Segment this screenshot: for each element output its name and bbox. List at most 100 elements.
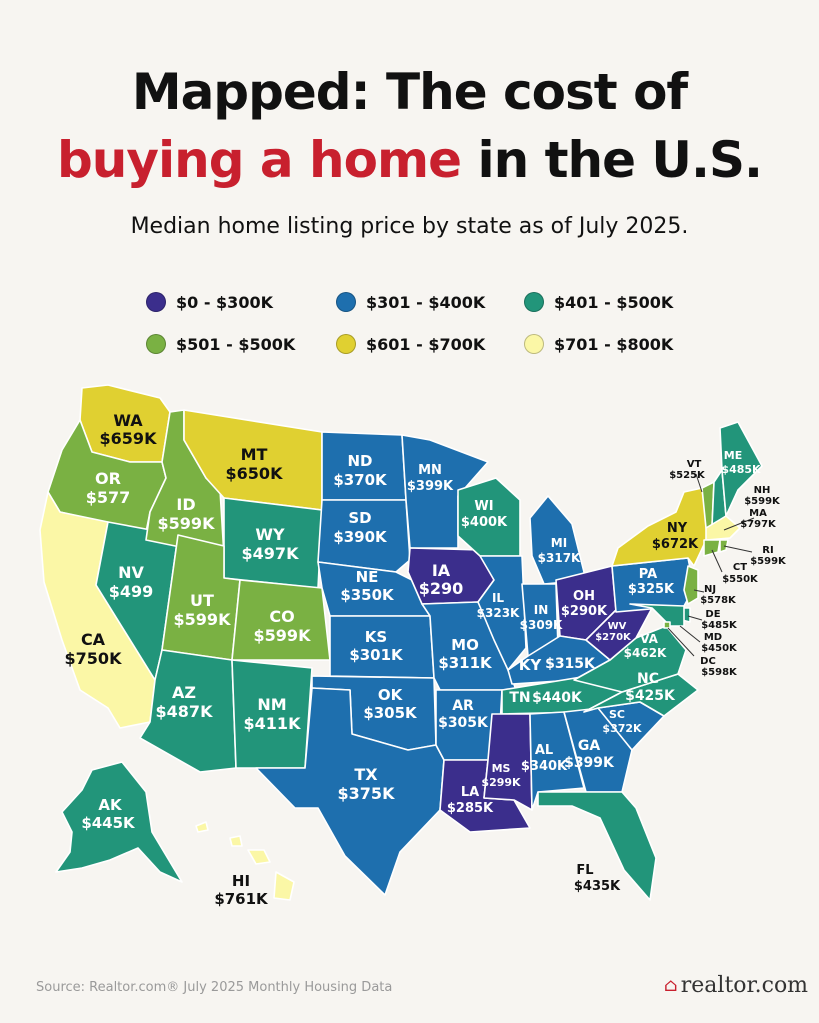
state-FL [537,791,657,901]
label-price: $525K [669,470,706,481]
label-price: $370K [333,471,388,489]
callout-line [723,517,755,531]
label-price: $311K [438,654,493,672]
label-price: $301K [349,646,404,664]
label-abbr: WA [113,411,143,430]
label-abbr: DC [700,656,716,667]
label-price: $485K [721,463,761,476]
legend-label: $701 - $800K [554,334,674,354]
label-MS: MS$299K [481,762,521,789]
label-DC: DC$598K [700,656,738,678]
label-SC: SC$372K [602,708,642,735]
state-MD [629,603,685,627]
label-abbr: TX [354,765,378,784]
label-price: $325K [628,582,675,597]
label-abbr: AR [452,698,474,714]
label-abbr: LA [461,785,479,800]
label-WA: WA$659K [100,411,158,448]
legend-item-3: $401 - $500K [524,292,673,312]
legend-label: $301 - $400K [366,292,486,312]
label-abbr: CA [81,630,106,649]
legend-swatch [146,292,166,312]
label-price: $599K [254,626,312,645]
label-AZ: AZ$487K [156,683,214,721]
label-WV: WV$270K [595,621,632,643]
label-abbr: NV [118,563,144,582]
label-price: $290 [419,579,464,598]
label-abbr: IL [492,591,504,605]
callout-line [667,627,695,657]
title-line-2: buying a home in the U.S. [0,130,819,190]
legend-item-1: $0 - $300K [146,292,273,312]
legend-label: $601 - $700K [366,334,486,354]
label-abbr: TN [509,690,530,706]
title-highlight: buying a home [57,131,462,189]
label-ID: ID$599K [158,495,216,533]
label-abbr: MI [551,536,567,550]
label-price: $411K [244,714,302,733]
house-icon: ⌂ [664,975,678,996]
state-HI-island-3 [247,849,271,865]
label-price: $659K [100,429,158,448]
label-abbr: AL [535,743,553,758]
label-OH: OH$290K [561,589,608,619]
label-abbr: NJ [704,584,716,595]
label-LA: LA$285K [447,785,494,816]
label-VA: VA$462K [624,632,667,660]
callout-line [687,615,703,621]
label-price: $750K [65,649,123,668]
label-WY: WY$497K [242,525,300,563]
label-CO: CO$599K [254,607,312,645]
label-price: $672K [652,537,699,552]
source-note: Source: Realtor.com® July 2025 Monthly H… [36,980,393,995]
label-abbr: OH [573,589,595,604]
legend-label: $501 - $500K [176,334,296,354]
label-AK: AK$445K [81,796,136,832]
label-abbr: CO [269,607,294,626]
label-ND: ND$370K [333,452,388,489]
label-TX: TX$375K [338,765,396,803]
label-abbr: AZ [172,683,196,702]
state-HI-island-4 [273,871,295,901]
label-IN: IN$309K [520,603,563,632]
label-AL: AL$340K [521,743,568,774]
label-price: $485K [701,620,738,631]
logo-text: realtor.com [680,973,809,998]
label-abbr: PA [639,567,657,582]
label-price: $599K [174,610,232,629]
callout-line [711,549,723,573]
label-abbr: SC [609,708,625,721]
label-abbr: VA [640,632,658,646]
label-price: $435K [574,879,621,894]
legend-swatch [336,334,356,354]
label-price: $399K [407,479,454,494]
title-rest: in the U.S. [461,131,763,189]
label-price: $350K [340,586,395,604]
label-abbr: ND [347,452,372,470]
label-NC: NC$425K [625,671,676,704]
label-FL: FL$435K [574,863,621,894]
label-price: $598K [701,667,738,678]
label-price: $578K [700,595,737,606]
label-ME: ME$485K [721,449,761,476]
state-NJ [683,565,699,605]
callout-line [723,545,753,553]
label-MN: MN$399K [407,463,454,494]
label-price: $550K [722,574,759,585]
callout-line [693,589,705,593]
label-abbr: GA [578,738,600,754]
label-abbr: HI [232,872,250,890]
label-price: $299K [481,776,521,789]
label-abbr: WV [608,621,627,632]
label-CT: CT$550K [722,562,759,585]
label-price: $317K [538,551,581,565]
label-price: $323K [477,606,520,620]
label-price: $290K [561,604,608,619]
label-abbr: AK [98,796,123,814]
label-price: $425K [625,688,676,704]
label-SD: SD$390K [333,509,388,546]
state-DC [663,621,671,629]
label-abbr: SD [348,509,371,527]
label-NH: NH$599K [744,485,781,507]
state-IL [477,555,527,671]
